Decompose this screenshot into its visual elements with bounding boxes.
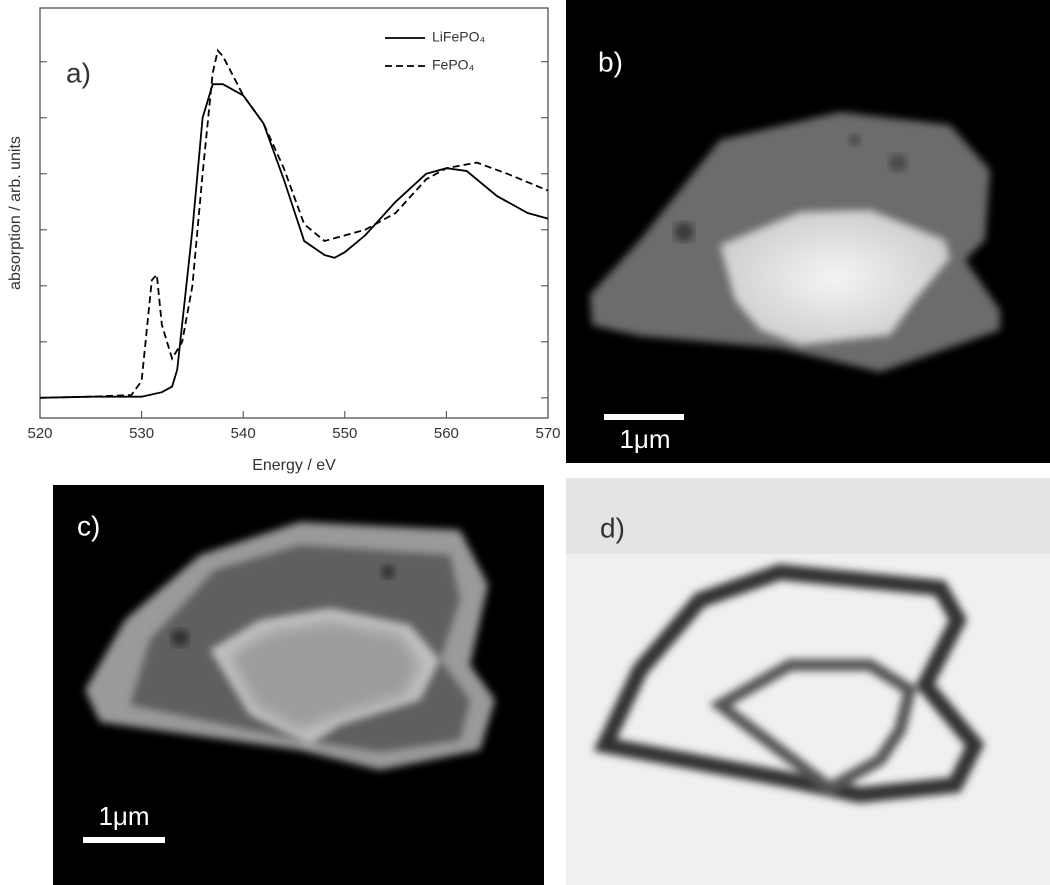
x-tick-label: 540	[231, 425, 256, 442]
scale-bar-label: 1μm	[98, 801, 149, 831]
x-tick-label: 570	[535, 425, 560, 442]
x-tick-label: 520	[27, 425, 52, 442]
panel-c: c) 1μm	[53, 485, 544, 885]
scale-bar-label: 1μm	[619, 424, 670, 454]
scale-bar	[604, 414, 684, 420]
panel-label: c)	[77, 510, 100, 541]
panel-label: a)	[66, 57, 91, 88]
x-tick-label: 560	[434, 425, 459, 442]
panel-b: b) 1μm	[566, 0, 1050, 463]
y-axis-label: absorption / arb. units	[7, 136, 24, 290]
panel-label: b)	[598, 46, 623, 77]
panel-label: d)	[600, 512, 625, 543]
x-tick-label: 550	[332, 425, 357, 442]
panel-d: d)	[566, 478, 1050, 885]
legend-label: FePO₄	[432, 57, 475, 73]
x-tick-label: 530	[129, 425, 154, 442]
data-line	[39, 48, 549, 399]
panel-a: a) Energy / eV absorption / arb. units 5…	[7, 7, 561, 474]
x-axis-label: Energy / eV	[252, 457, 336, 474]
scale-bar	[83, 837, 165, 843]
legend-label: LiFePO₄	[432, 29, 485, 45]
